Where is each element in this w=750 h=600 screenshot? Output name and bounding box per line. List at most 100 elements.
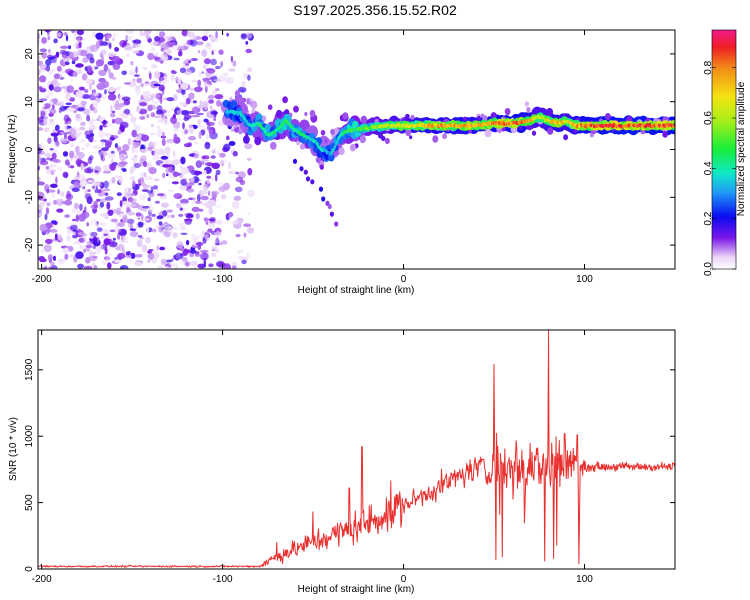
noise-blob xyxy=(149,132,156,136)
noise-blob xyxy=(72,218,77,222)
noise-blob xyxy=(39,48,48,53)
noise-blob xyxy=(208,99,215,104)
noise-blob xyxy=(226,32,229,37)
noise-blob xyxy=(44,67,50,71)
noise-blob xyxy=(175,263,178,269)
noise-blob xyxy=(107,209,114,216)
noise-blob xyxy=(232,60,237,67)
noise-blob xyxy=(232,150,238,157)
noise-blob xyxy=(92,245,96,249)
noise-blob xyxy=(121,70,127,76)
noise-blob xyxy=(108,72,114,79)
noise-blob xyxy=(104,132,112,137)
ridge-speck xyxy=(251,108,256,114)
noise-blob xyxy=(102,164,110,171)
noise-blob xyxy=(79,203,83,211)
noise-blob xyxy=(219,160,228,163)
colorbar-tick-label: 0.8 xyxy=(703,60,714,74)
snr-x-label: Height of straight line (km) xyxy=(298,584,415,595)
noise-blob xyxy=(71,187,80,193)
noise-blob xyxy=(64,199,73,206)
noise-blob xyxy=(83,89,89,93)
noise-blob xyxy=(153,83,161,87)
noise-blob xyxy=(132,180,136,188)
noise-blob xyxy=(75,113,81,119)
ridge-speck xyxy=(519,125,523,130)
noise-blob xyxy=(201,229,205,238)
noise-blob xyxy=(50,132,59,137)
noise-blob xyxy=(134,254,143,258)
noise-blob xyxy=(146,226,150,233)
noise-blob xyxy=(53,86,62,93)
noise-blob xyxy=(152,55,158,59)
noise-blob xyxy=(64,253,69,260)
noise-blob xyxy=(142,218,150,221)
ridge-speck xyxy=(234,90,240,97)
noise-blob xyxy=(156,109,163,115)
noise-blob xyxy=(89,57,95,64)
x-tick-label: 0 xyxy=(401,574,407,585)
noise-blob xyxy=(38,86,43,90)
noise-blob xyxy=(117,145,122,153)
colorbar-frame xyxy=(711,29,737,270)
noise-blob xyxy=(142,205,151,209)
ridge-speck xyxy=(304,112,308,116)
noise-blob xyxy=(170,70,176,74)
noise-blob xyxy=(177,45,185,51)
noise-blob xyxy=(149,42,158,46)
noise-blob xyxy=(241,80,246,88)
colorbar: 0.0 0.2 0.4 0.6 0.8 Normalized spectral ampl… xyxy=(703,29,747,276)
noise-blobs xyxy=(38,30,255,269)
ridge-speck xyxy=(504,108,511,116)
noise-blob xyxy=(142,67,147,70)
noise-blob xyxy=(214,231,222,237)
noise-blob xyxy=(159,246,166,251)
noise-blob xyxy=(94,165,102,174)
ridge-speck xyxy=(409,135,413,140)
noise-blob xyxy=(150,141,159,146)
noise-blob xyxy=(106,35,112,39)
noise-blob xyxy=(49,147,54,151)
noise-blob xyxy=(49,164,54,169)
snr-content xyxy=(38,330,675,568)
noise-blob xyxy=(97,189,102,194)
noise-blob xyxy=(52,104,55,110)
noise-blob xyxy=(112,237,116,241)
noise-blob xyxy=(142,160,148,168)
noise-blob xyxy=(181,30,188,37)
noise-blob xyxy=(162,172,166,179)
noise-blob xyxy=(51,192,55,199)
noise-blob xyxy=(47,90,54,97)
noise-blob xyxy=(76,90,84,97)
noise-blob xyxy=(56,234,63,240)
ridge-speck xyxy=(324,138,329,144)
y-tick-label: -20 xyxy=(24,237,35,252)
colorbar-gradient xyxy=(712,30,736,269)
noise-blob xyxy=(56,32,62,38)
ridge-speck xyxy=(359,135,366,144)
noise-blob xyxy=(38,116,44,123)
noise-blob xyxy=(165,265,170,269)
noise-blob xyxy=(172,113,176,119)
noise-blob xyxy=(124,36,133,41)
noise-blob xyxy=(95,246,102,252)
noise-blob xyxy=(148,192,155,198)
noise-blob xyxy=(104,192,109,196)
noise-blob xyxy=(178,213,184,217)
noise-blob xyxy=(173,57,180,61)
noise-blob xyxy=(111,77,117,80)
snr-frame xyxy=(37,329,676,570)
noise-blob xyxy=(193,153,200,159)
x-tick-label: 100 xyxy=(576,274,593,285)
noise-blob xyxy=(165,48,172,55)
noise-blob xyxy=(80,49,88,57)
noise-blob xyxy=(47,137,52,144)
noise-blob xyxy=(88,155,94,161)
noise-blob xyxy=(189,260,198,266)
noise-blob xyxy=(192,266,197,269)
noise-blob xyxy=(128,197,137,203)
noise-blob xyxy=(53,73,61,80)
noise-blob xyxy=(202,184,210,191)
y-tick-label: -10 xyxy=(24,190,35,205)
